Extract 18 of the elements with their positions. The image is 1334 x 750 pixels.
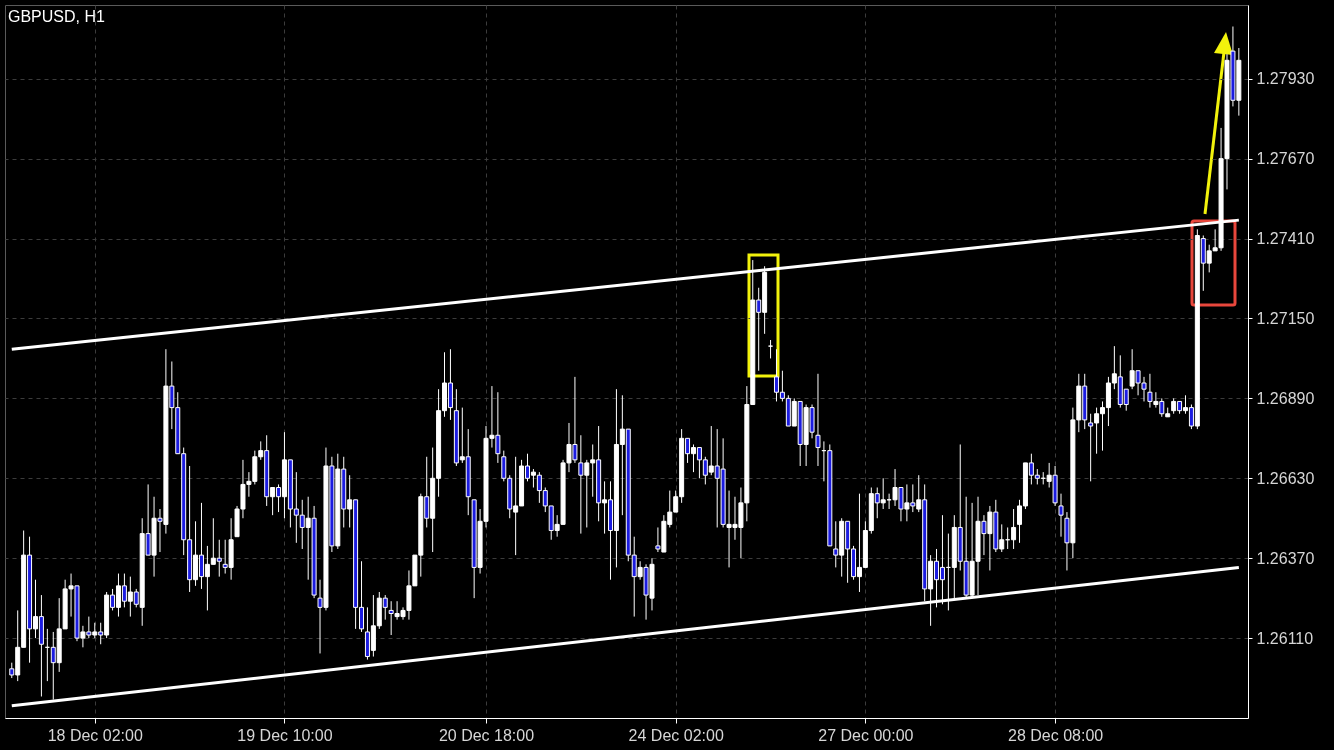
x-tick-label: 18 Dec 02:00 bbox=[47, 726, 143, 744]
y-tick-label: 1.27150 bbox=[1256, 309, 1315, 327]
y-tick-label: 1.26110 bbox=[1256, 629, 1314, 647]
y-tick-label: 1.27670 bbox=[1256, 150, 1315, 168]
y-tick-label: 1.27930 bbox=[1256, 70, 1315, 88]
y-tick-label: 1.26630 bbox=[1256, 469, 1315, 487]
y-tick-label: 1.27410 bbox=[1256, 230, 1315, 248]
candlestick bbox=[1058, 493, 1064, 538]
x-tick-label: 20 Dec 18:00 bbox=[438, 726, 535, 744]
y-tick-label: 1.26370 bbox=[1256, 549, 1315, 567]
y-tick-label: 1.26890 bbox=[1256, 389, 1315, 407]
x-tick-label: 19 Dec 10:00 bbox=[237, 726, 333, 744]
x-tick-label: 24 Dec 02:00 bbox=[628, 726, 724, 744]
candlestick bbox=[768, 339, 774, 359]
x-tick-label: 28 Dec 08:00 bbox=[1007, 726, 1104, 744]
candlestick bbox=[815, 373, 821, 467]
x-tick-label: 27 Dec 00:00 bbox=[818, 726, 914, 744]
chart-title: GBPUSD, H1 bbox=[8, 8, 106, 25]
